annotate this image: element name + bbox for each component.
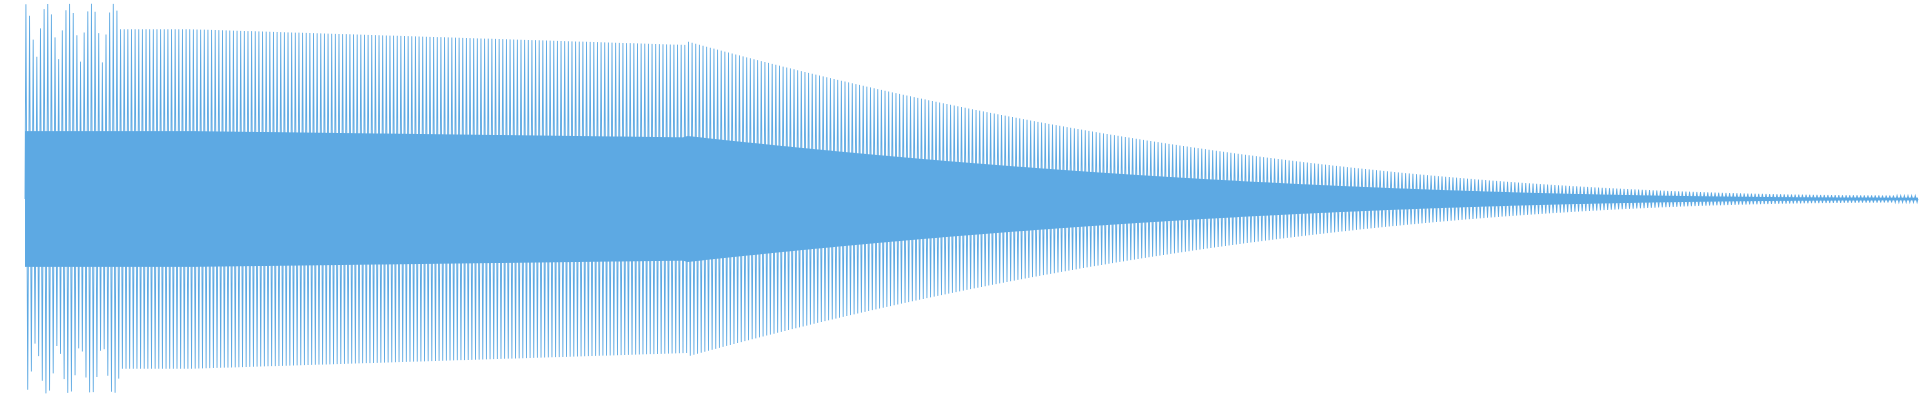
waveform-core [25,131,1918,267]
